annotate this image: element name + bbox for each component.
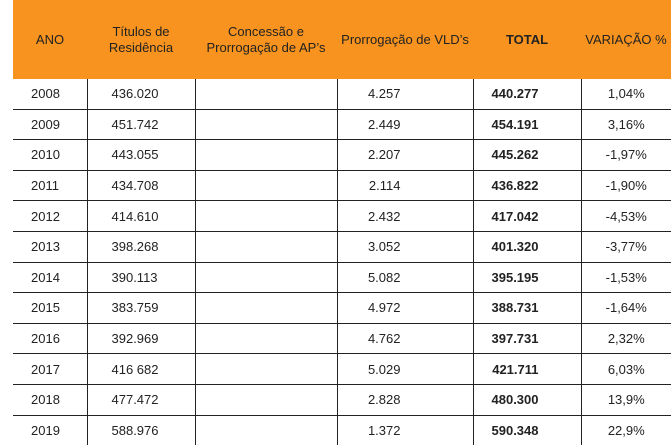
- cell-variacao: 22,9%: [607, 422, 645, 438]
- cell-total: 440.277: [473, 79, 582, 110]
- cell-ano: 2014: [13, 262, 88, 294]
- cell-variacao: -1,53%: [581, 262, 671, 294]
- cell-titulos: 416 682: [87, 353, 196, 385]
- cell-concessao: [195, 231, 338, 263]
- cell-prorrogacao: 3.052: [337, 231, 474, 263]
- cell-variacao: 2,32%: [581, 323, 671, 355]
- cell-variacao: -3,77%: [581, 231, 671, 263]
- table-row: 2013 398.268 3.052 401.320 -3,77%: [13, 231, 671, 263]
- cell-ano: 2018: [13, 384, 88, 416]
- table-row: 2008 436.020 4.257 440.277 1,04%: [13, 79, 671, 110]
- cell-prorrogacao: 5.029: [337, 353, 474, 385]
- cell-concessao: [195, 415, 338, 445]
- cell-total: 480.300: [473, 384, 582, 416]
- header-ano: ANO: [13, 0, 87, 79]
- residence-titles-table-container: ANO Títulos de Residência Concessão e Pr…: [13, 0, 671, 445]
- cell-ano: 2015: [13, 292, 88, 324]
- cell-variacao: -4,53%: [581, 200, 671, 232]
- cell-variacao: 1,04%: [581, 79, 671, 110]
- cell-total: 395.195: [473, 262, 582, 294]
- table-row: 2018 477.472 2.828 480.300 13,9%: [13, 384, 671, 416]
- table-row: 2010 443.055 2.207 445.262 -1,97%: [13, 139, 671, 171]
- cell-ano: 2017: [13, 353, 88, 385]
- cell-ano: 2016: [13, 323, 88, 355]
- cell-total: 445.262: [473, 139, 582, 171]
- cell-ano: 2012: [13, 200, 88, 232]
- cell-concessao: [195, 262, 338, 294]
- cell-prorrogacao: 5.082: [337, 262, 474, 294]
- cell-total: 388.731: [473, 292, 582, 324]
- residence-titles-table: ANO Títulos de Residência Concessão e Pr…: [13, 0, 671, 445]
- table-body: 2008 436.020 4.257 440.277 1,04% 2009 451.742 2…: [13, 79, 671, 445]
- table-row: 2019 588.976 1.372 590.348 22,9%: [13, 415, 671, 445]
- cell-prorrogacao: 2.828: [337, 384, 474, 416]
- cell-titulos: 398.268: [87, 231, 196, 263]
- cell-ano: 2010: [13, 139, 88, 171]
- cell-titulos: 477.472: [87, 384, 196, 416]
- table-header-row: ANO Títulos de Residência Concessão e Pr…: [13, 0, 671, 79]
- cell-total: 436.822: [473, 170, 582, 202]
- cell-prorrogacao: 2.207: [337, 139, 474, 171]
- cell-variacao: 3,16%: [581, 109, 671, 141]
- cell-prorrogacao: 4.762: [337, 323, 474, 355]
- cell-prorrogacao: 2.432: [337, 200, 474, 232]
- cell-titulos: 383.759: [87, 292, 196, 324]
- cell-total: 401.320: [473, 231, 582, 263]
- table-row: 2015 383.759 4.972 388.731 -1,64%: [13, 292, 671, 324]
- cell-titulos: 434.708: [87, 170, 196, 202]
- cell-prorrogacao: 2.114: [337, 170, 474, 202]
- cell-concessao: [195, 79, 338, 110]
- cell-variacao: 6,03%: [581, 353, 671, 385]
- cell-titulos: 414.610: [87, 200, 196, 232]
- table-row: 2011 434.708 2.114 436.822 -1,90%: [13, 170, 671, 202]
- cell-total: 590.348: [473, 415, 582, 445]
- header-titulos: Títulos de Residência: [87, 0, 195, 79]
- cell-concessao: [195, 323, 338, 355]
- cell-concessao: [195, 109, 338, 141]
- header-variacao: VARIAÇÃO %: [581, 0, 671, 79]
- table-row: 2017 416 682 5.029 421.711 6,03%: [13, 353, 671, 385]
- cell-titulos: 451.742: [87, 109, 196, 141]
- table-row: 2009 451.742 2.449 454.191 3,16%: [13, 109, 671, 141]
- cell-total: 417.042: [473, 200, 582, 232]
- cell-ano: 2008: [13, 79, 88, 110]
- cell-total: 397.731: [473, 323, 582, 355]
- cell-total: 454.191: [473, 109, 582, 141]
- cell-total: 421.711: [473, 353, 582, 385]
- cell-ano: 2011: [13, 170, 88, 202]
- cell-prorrogacao: 4.972: [337, 292, 474, 324]
- header-total: TOTAL: [473, 0, 581, 79]
- cell-prorrogacao: 4.257: [337, 79, 474, 110]
- cell-concessao: [195, 292, 338, 324]
- table-row: 2016 392.969 4.762 397.731 2,32%: [13, 323, 671, 355]
- cell-titulos: 443.055: [87, 139, 196, 171]
- table-row: 2014 390.113 5.082 395.195 -1,53%: [13, 262, 671, 294]
- cell-titulos: 436.020: [87, 79, 196, 110]
- table-row: 2012 414.610 2.432 417.042 -4,53%: [13, 200, 671, 232]
- cell-variacao: -1,90%: [581, 170, 671, 202]
- cell-titulos: 390.113: [87, 262, 196, 294]
- header-concessao: Concessão e Prorrogação de AP’s: [195, 0, 337, 79]
- cell-variacao: -1,64%: [581, 292, 671, 324]
- cell-concessao: [195, 384, 338, 416]
- cell-prorrogacao: 1.372: [337, 415, 474, 445]
- cell-titulos: 588.976: [87, 415, 196, 445]
- cell-concessao: [195, 170, 338, 202]
- cell-ano: 2019: [13, 415, 88, 445]
- header-prorrogacao: Prorrogação de VLD’s: [337, 0, 473, 79]
- cell-titulos: 392.969: [87, 323, 196, 355]
- cell-ano: 2009: [13, 109, 88, 141]
- cell-variacao: 13,9%: [581, 384, 671, 416]
- cell-concessao: [195, 353, 338, 385]
- cell-variacao: -1,97%: [581, 139, 671, 171]
- cell-ano: 2013: [13, 231, 88, 263]
- cell-prorrogacao: 2.449: [337, 109, 474, 141]
- cell-concessao: [195, 200, 338, 232]
- cell-concessao: [195, 139, 338, 171]
